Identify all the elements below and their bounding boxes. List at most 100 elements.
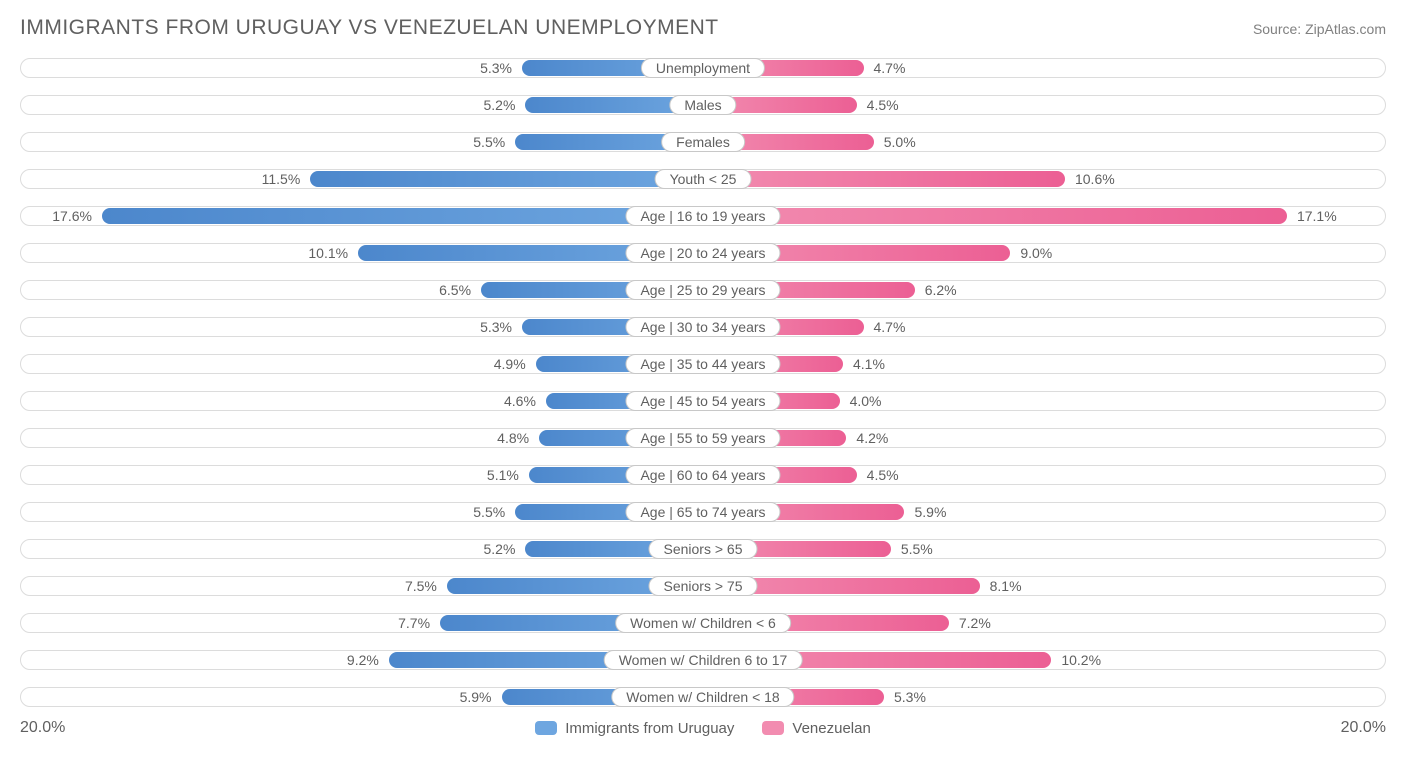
row-right-value: 4.2% bbox=[846, 430, 898, 446]
row-left-value: 5.5% bbox=[463, 504, 515, 520]
chart-row: 5.9%5.3%Women w/ Children < 18 bbox=[20, 681, 1386, 713]
row-category-label: Women w/ Children < 6 bbox=[615, 613, 791, 633]
row-category-label: Females bbox=[661, 132, 745, 152]
chart-row: 4.8% 4.2% Age | 55 to 59 years bbox=[20, 422, 1386, 454]
chart-title: IMMIGRANTS FROM URUGUAY VS VENEZUELAN UN… bbox=[20, 16, 719, 40]
row-right-half: 5.9% bbox=[703, 496, 1386, 528]
row-left-half: 17.6% bbox=[20, 200, 703, 232]
row-left-value: 4.6% bbox=[494, 393, 546, 409]
row-left-value: 5.9% bbox=[450, 689, 502, 705]
row-right-half: 9.0% bbox=[703, 237, 1386, 269]
row-category-label: Women w/ Children 6 to 17 bbox=[604, 650, 803, 670]
row-left-half: 4.6% bbox=[20, 385, 703, 417]
row-left-value: 17.6% bbox=[42, 208, 102, 224]
row-left-value: 5.2% bbox=[474, 541, 526, 557]
chart-row: 9.2% 10.2% Women w/ Children 6 to 17 bbox=[20, 644, 1386, 676]
row-left-half: 5.1% bbox=[20, 459, 703, 491]
row-left-value: 5.1% bbox=[477, 467, 529, 483]
row-right-value: 17.1% bbox=[1287, 208, 1347, 224]
row-left-half: 4.9% bbox=[20, 348, 703, 380]
row-category-label: Age | 20 to 24 years bbox=[625, 243, 780, 263]
chart-row: 17.6% 17.1% Age | 16 to 19 years bbox=[20, 200, 1386, 232]
chart-row: 5.1%4.5%Age | 60 to 64 years bbox=[20, 459, 1386, 491]
row-right-half: 4.7% bbox=[703, 52, 1386, 84]
chart-row: 5.3%4.7%Age | 30 to 34 years bbox=[20, 311, 1386, 343]
row-right-half: 5.5% bbox=[703, 533, 1386, 565]
row-left-bar bbox=[102, 208, 703, 224]
row-left-half: 6.5% bbox=[20, 274, 703, 306]
legend-swatch-right bbox=[762, 721, 784, 735]
row-right-value: 5.3% bbox=[884, 689, 936, 705]
row-left-half: 7.5% bbox=[20, 570, 703, 602]
chart-row: 10.1% 9.0% Age | 20 to 24 years bbox=[20, 237, 1386, 269]
header: IMMIGRANTS FROM URUGUAY VS VENEZUELAN UN… bbox=[20, 16, 1386, 40]
row-left-value: 5.3% bbox=[470, 60, 522, 76]
row-right-value: 5.0% bbox=[874, 134, 926, 150]
row-left-half: 5.2% bbox=[20, 533, 703, 565]
row-right-half: 8.1% bbox=[703, 570, 1386, 602]
row-right-half: 4.1% bbox=[703, 348, 1386, 380]
row-category-label: Age | 25 to 29 years bbox=[625, 280, 780, 300]
legend-right: Venezuelan bbox=[762, 720, 870, 737]
row-left-bar bbox=[310, 171, 703, 187]
row-left-half: 5.5% bbox=[20, 126, 703, 158]
chart-row: 5.3% 4.7%Unemployment bbox=[20, 52, 1386, 84]
chart-row: 6.5% 6.2% Age | 25 to 29 years bbox=[20, 274, 1386, 306]
source-name: ZipAtlas.com bbox=[1305, 21, 1386, 37]
chart-row: 11.5% 10.6% Youth < 25 bbox=[20, 163, 1386, 195]
legend-left: Immigrants from Uruguay bbox=[535, 720, 734, 737]
row-left-half: 5.3% bbox=[20, 311, 703, 343]
row-left-half: 5.2% bbox=[20, 89, 703, 121]
row-right-half: 17.1% bbox=[703, 200, 1386, 232]
row-category-label: Seniors > 65 bbox=[649, 539, 758, 559]
row-left-value: 9.2% bbox=[337, 652, 389, 668]
row-category-label: Age | 35 to 44 years bbox=[625, 354, 780, 374]
legend: Immigrants from Uruguay Venezuelan bbox=[535, 720, 871, 737]
row-right-value: 5.5% bbox=[891, 541, 943, 557]
row-left-half: 5.5% bbox=[20, 496, 703, 528]
chart-row: 4.6%4.0%Age | 45 to 54 years bbox=[20, 385, 1386, 417]
row-right-value: 10.2% bbox=[1051, 652, 1111, 668]
row-left-value: 10.1% bbox=[298, 245, 358, 261]
row-left-value: 5.2% bbox=[474, 97, 526, 113]
row-right-value: 8.1% bbox=[980, 578, 1032, 594]
row-category-label: Age | 65 to 74 years bbox=[625, 502, 780, 522]
row-right-half: 4.2% bbox=[703, 422, 1386, 454]
row-right-value: 6.2% bbox=[915, 282, 967, 298]
row-left-value: 5.5% bbox=[463, 134, 515, 150]
row-left-half: 4.8% bbox=[20, 422, 703, 454]
axis-left-max: 20.0% bbox=[20, 719, 65, 737]
row-left-value: 5.3% bbox=[470, 319, 522, 335]
chart-row: 5.5% 5.0% Females bbox=[20, 126, 1386, 158]
row-category-label: Age | 45 to 54 years bbox=[625, 391, 780, 411]
row-left-half: 9.2% bbox=[20, 644, 703, 676]
row-right-bar bbox=[703, 208, 1287, 224]
row-left-half: 11.5% bbox=[20, 163, 703, 195]
row-left-value: 6.5% bbox=[429, 282, 481, 298]
row-right-half: 4.7% bbox=[703, 311, 1386, 343]
row-right-half: 5.3% bbox=[703, 681, 1386, 713]
legend-right-label: Venezuelan bbox=[792, 720, 870, 737]
row-right-half: 10.2% bbox=[703, 644, 1386, 676]
row-category-label: Unemployment bbox=[641, 58, 765, 78]
chart-row: 7.5%8.1%Seniors > 75 bbox=[20, 570, 1386, 602]
axis: 20.0% Immigrants from Uruguay Venezuelan… bbox=[20, 719, 1386, 737]
row-right-half: 4.5% bbox=[703, 89, 1386, 121]
row-category-label: Youth < 25 bbox=[655, 169, 752, 189]
row-left-half: 5.9% bbox=[20, 681, 703, 713]
legend-swatch-left bbox=[535, 721, 557, 735]
row-category-label: Age | 60 to 64 years bbox=[625, 465, 780, 485]
row-right-half: 7.2% bbox=[703, 607, 1386, 639]
row-right-value: 10.6% bbox=[1065, 171, 1125, 187]
row-right-value: 4.1% bbox=[843, 356, 895, 372]
row-left-value: 4.8% bbox=[487, 430, 539, 446]
row-category-label: Age | 55 to 59 years bbox=[625, 428, 780, 448]
row-left-value: 11.5% bbox=[252, 171, 311, 187]
row-left-half: 7.7% bbox=[20, 607, 703, 639]
row-left-value: 7.7% bbox=[388, 615, 440, 631]
row-right-value: 5.9% bbox=[904, 504, 956, 520]
chart-row: 5.2%4.5%Males bbox=[20, 89, 1386, 121]
row-left-value: 4.9% bbox=[484, 356, 536, 372]
row-right-value: 9.0% bbox=[1010, 245, 1062, 261]
row-category-label: Age | 16 to 19 years bbox=[625, 206, 780, 226]
